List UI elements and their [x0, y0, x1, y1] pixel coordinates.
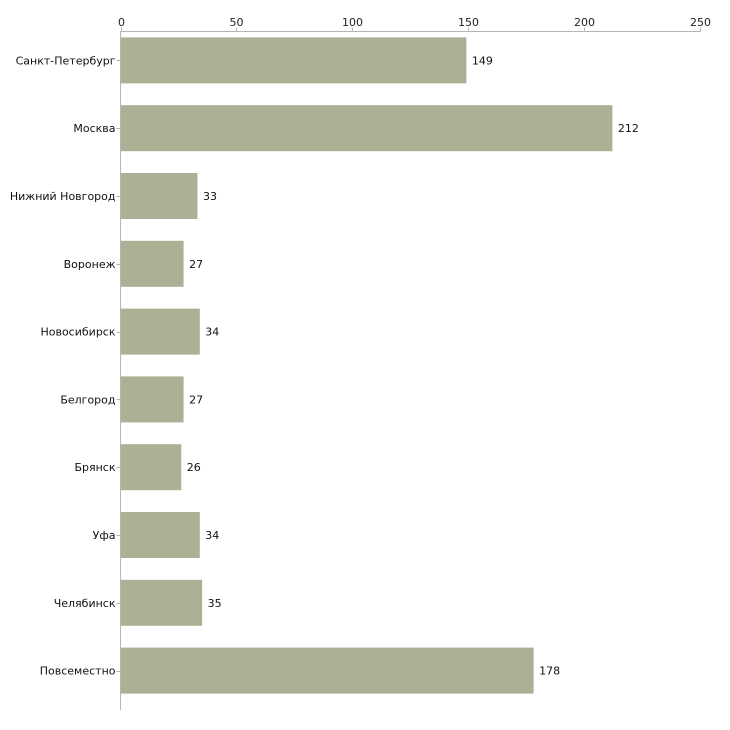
category-label: Уфа — [93, 529, 116, 542]
data-label: 149 — [472, 54, 493, 67]
x-tick-label: 0 — [118, 16, 125, 29]
data-label: 27 — [189, 393, 203, 406]
x-tick-label: 100 — [342, 16, 363, 29]
data-label: 33 — [203, 190, 217, 203]
x-tick-label: 200 — [574, 16, 595, 29]
data-label: 35 — [208, 597, 222, 610]
bars — [121, 37, 613, 694]
labels: Санкт-Петербург 149 Москва 212 Нижний Новгор… — [10, 54, 639, 677]
bar — [121, 173, 198, 219]
bar — [121, 376, 184, 423]
category-label: Челябинск — [54, 597, 116, 610]
bar — [121, 105, 613, 152]
bar — [121, 579, 203, 626]
category-label: Москва — [73, 122, 115, 135]
bar — [121, 444, 182, 491]
category-label: Новосибирск — [40, 326, 115, 339]
bar — [121, 37, 467, 84]
data-label: 212 — [618, 122, 639, 135]
data-label: 26 — [187, 461, 201, 474]
x-tick-label: 150 — [458, 16, 479, 29]
category-label: Нижний Новгород — [10, 190, 116, 203]
bar — [121, 647, 534, 694]
category-label: Брянск — [74, 461, 115, 474]
category-label: Повсеместно — [40, 665, 116, 678]
category-label: Воронеж — [64, 258, 116, 271]
data-label: 34 — [205, 326, 219, 339]
data-label: 34 — [205, 529, 219, 542]
axes: 0 50 100 150 200 250 — [116, 16, 711, 710]
bar — [121, 308, 200, 355]
x-tick-label: 250 — [690, 16, 711, 29]
category-label: Белгород — [60, 393, 116, 406]
x-tick-label: 50 — [230, 16, 244, 29]
data-label: 178 — [539, 665, 560, 678]
bar — [121, 512, 200, 558]
category-label: Санкт-Петербург — [16, 54, 116, 67]
bar — [121, 240, 184, 287]
data-label: 27 — [189, 258, 203, 271]
